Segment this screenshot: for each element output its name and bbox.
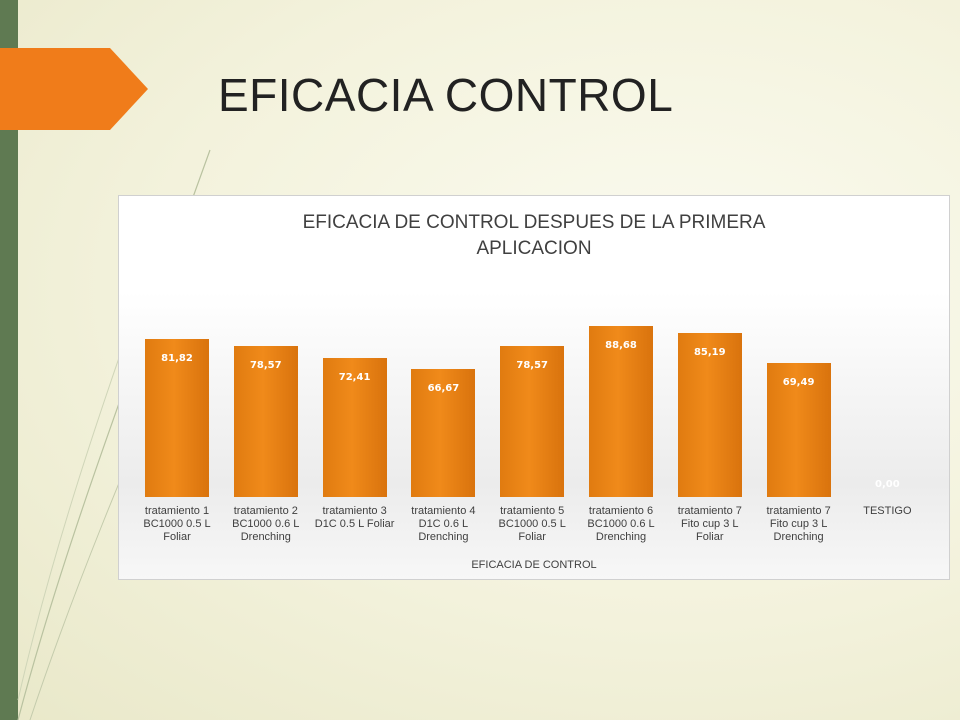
category-label: TESTIGO	[841, 505, 933, 518]
bar-4	[411, 368, 476, 497]
bar-3	[322, 357, 387, 497]
category-label-line: tratamiento 1	[144, 505, 210, 517]
category-label-line: tratamiento 5	[500, 505, 565, 517]
bar-8	[766, 363, 831, 497]
category-label-line: Foliar	[518, 531, 546, 543]
bar-value-label: 66,67	[427, 382, 460, 394]
chart-title-line-2: APLICACION	[476, 238, 592, 259]
slide-title: EFICACIA CONTROL	[218, 69, 674, 121]
category-label-line: Fito cup 3 L	[681, 518, 739, 530]
category-label-line: tratamiento 7	[677, 505, 742, 517]
category-label-line: tratamiento 2	[233, 505, 298, 517]
bar-1	[145, 339, 209, 497]
title-arrow-tab	[0, 48, 148, 130]
category-label-line: tratamiento 7	[766, 505, 831, 517]
category-label-line: TESTIGO	[863, 505, 912, 517]
bar-5	[500, 345, 565, 497]
category-label-line: BC1000 0.6 L	[232, 518, 300, 530]
category-label-line: Drenching	[595, 531, 647, 543]
category-label: tratamiento 2 BC1000 0.6 L Drenching	[220, 505, 312, 544]
bar-value-label: 72,41	[338, 371, 371, 383]
category-label: tratamiento 7 Fito cup 3 L Foliar	[664, 505, 756, 544]
bar-value-label: 85,19	[693, 347, 726, 358]
category-label-line: tratamiento 4	[411, 505, 476, 517]
category-label-line: Foliar	[163, 531, 191, 543]
category-label-line: D1C 0.5 L Foliar	[314, 518, 395, 530]
category-label-line: BC1000 0.6 L	[587, 518, 655, 530]
category-label: tratamiento 6 BC1000 0.6 L Drenching	[575, 505, 667, 544]
bar-value-label: 81,82	[161, 353, 193, 365]
category-label-line: Foliar	[696, 531, 724, 543]
category-label-line: Fito cup 3 L	[769, 518, 828, 530]
bar-value-label: 88,68	[605, 340, 637, 352]
category-label-line: Drenching	[240, 531, 291, 543]
category-label-line: tratamiento 6	[588, 505, 654, 517]
category-label-line: D1C 0.6 L	[418, 518, 469, 530]
sidebar-strip	[0, 0, 18, 720]
chart-title-line-1: EFICACIA DE CONTROL DESPUES DE LA PRIMER…	[302, 212, 766, 233]
category-label: tratamiento 4 D1C 0.6 L Drenching	[397, 505, 489, 544]
chart-area: EFICACIA DE CONTROL DESPUES DE LA PRIMER…	[118, 195, 950, 580]
chart-title: EFICACIA DE CONTROL DESPUES DE LA PRIMER…	[119, 210, 949, 262]
category-label-line: Drenching	[418, 531, 469, 543]
bar-2	[233, 345, 298, 497]
category-label-line: BC1000 0.5 L	[143, 518, 211, 530]
category-label-line: tratamiento 3	[322, 505, 387, 517]
category-label: tratamiento 5 BC1000 0.5 L Foliar	[486, 505, 578, 544]
category-label-line: BC1000 0.5 L	[498, 518, 566, 530]
bar-6	[589, 326, 653, 497]
category-label: tratamiento 1 BC1000 0.5 L Foliar	[131, 505, 223, 544]
x-axis-title: EFICACIA DE CONTROL	[471, 559, 597, 571]
bar-value-label: 78,57	[249, 359, 282, 371]
bar-value-label: 78,57	[516, 359, 548, 371]
bar-7	[677, 333, 742, 497]
category-label-line: Drenching	[773, 531, 824, 543]
bar-value-label: 0,00	[875, 479, 900, 490]
bar-value-label: 69,49	[782, 377, 815, 389]
category-label: tratamiento 3 D1C 0.5 L Foliar	[309, 505, 401, 531]
category-label: tratamiento 7 Fito cup 3 L Drenching	[753, 505, 845, 544]
